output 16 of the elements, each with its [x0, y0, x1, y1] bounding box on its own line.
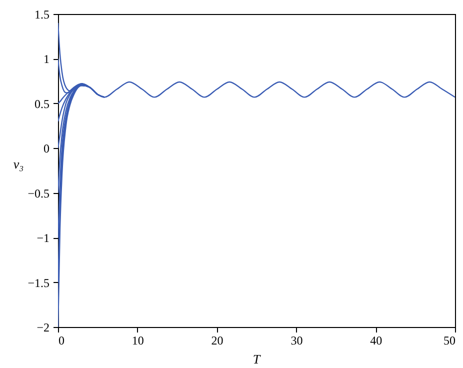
- x-tick-label: 20: [211, 334, 224, 348]
- y-tick-label: 1.5: [34, 8, 50, 22]
- x-axis-title: T: [252, 352, 261, 366]
- x-tick-label: 50: [444, 334, 456, 348]
- x-tick-label: 30: [290, 334, 303, 348]
- y-tick-label: −1: [36, 231, 50, 246]
- x-tick-label: 0: [58, 334, 64, 348]
- y-tick-label: −2: [36, 320, 50, 334]
- y-tick-label: 1: [44, 52, 50, 66]
- y-tick-label: 0: [44, 142, 50, 156]
- y-axis-title: v₃: [13, 156, 24, 172]
- x-tick-label: 10: [132, 334, 144, 348]
- y-tick-label: −1.5: [28, 276, 50, 290]
- x-tick-label: 40: [370, 334, 382, 348]
- y-tick-label: −0.5: [28, 186, 50, 200]
- y-tick-label: 0.5: [34, 96, 50, 111]
